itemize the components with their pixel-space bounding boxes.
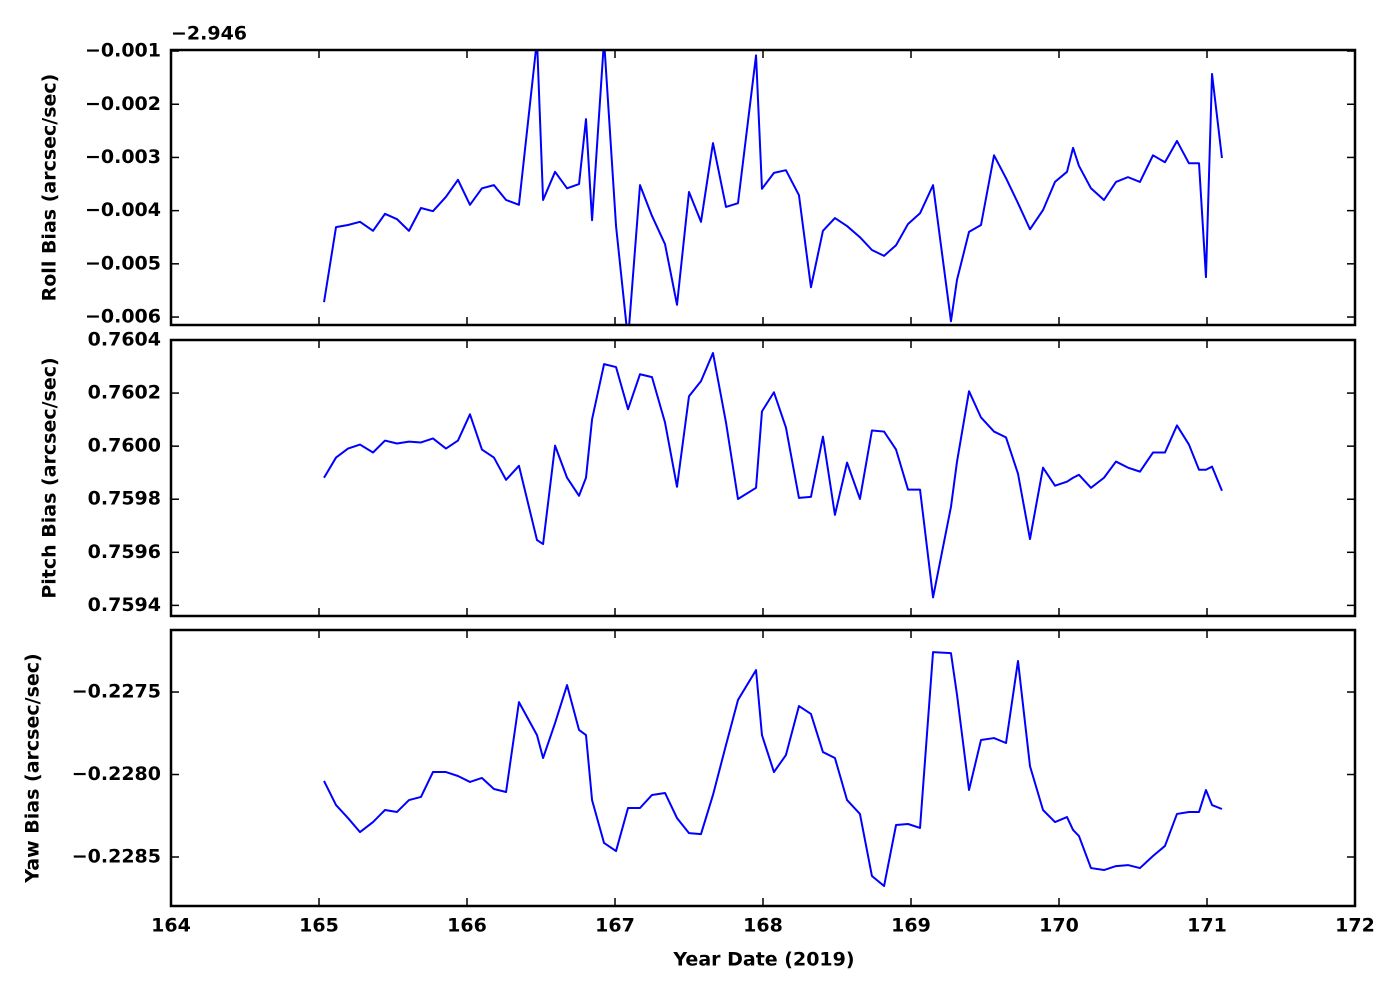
x-tick-label: 168	[743, 915, 783, 937]
y-tick-label: −0.2285	[72, 846, 161, 868]
x-tick-label: 170	[1039, 915, 1079, 937]
y-tick-label: 0.7602	[88, 382, 161, 404]
x-axis-label: Year Date (2019)	[672, 949, 854, 971]
x-tick-label: 169	[891, 915, 931, 937]
data-line	[323, 50, 1223, 325]
y-tick-label: 0.7604	[88, 329, 161, 351]
plot-frame	[169, 628, 1357, 908]
y-tick-label: 0.7600	[88, 435, 161, 457]
x-tick-label: 164	[151, 915, 191, 937]
y-tick-label: −0.004	[85, 199, 161, 221]
plot-frame	[169, 338, 1357, 618]
y-tick-label: −0.003	[85, 146, 161, 168]
y-tick-label: −0.001	[85, 40, 161, 62]
y-tick-label: −0.006	[85, 306, 161, 328]
offset-text: −2.946	[171, 23, 247, 45]
plot-frame	[169, 48, 1357, 327]
y-tick-label: 0.7598	[88, 488, 161, 510]
y-tick-label: −0.2280	[72, 763, 161, 785]
y-axis-label: Pitch Bias (arcsec/sec)	[39, 357, 61, 598]
y-axis-label: Yaw Bias (arcsec/sec)	[22, 653, 44, 883]
y-tick-label: 0.7596	[88, 541, 161, 563]
y-tick-label: −0.005	[85, 252, 161, 274]
x-tick-label: 166	[447, 915, 487, 937]
x-tick-label: 172	[1335, 915, 1375, 937]
y-tick-label: −0.2275	[72, 681, 161, 703]
data-line	[323, 352, 1223, 599]
data-line	[323, 651, 1223, 888]
x-tick-label: 167	[595, 915, 635, 937]
x-tick-label: 171	[1187, 915, 1227, 937]
x-tick-label: 165	[299, 915, 339, 937]
y-axis-label: Roll Bias (arcsec/sec)	[39, 74, 61, 302]
y-tick-label: 0.7594	[88, 594, 161, 616]
y-tick-label: −0.002	[85, 93, 161, 115]
